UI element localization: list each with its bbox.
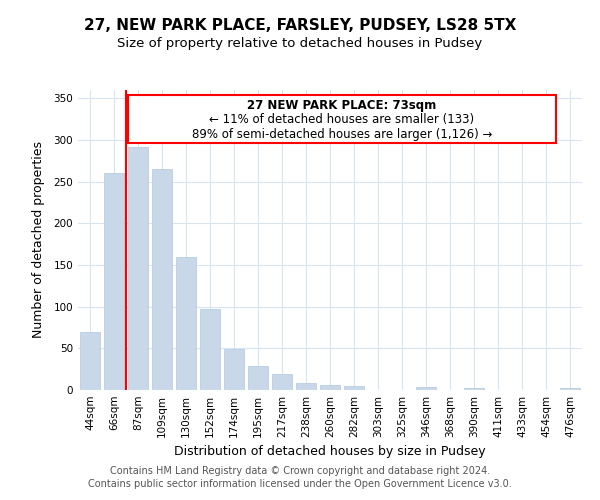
Text: 89% of semi-detached houses are larger (1,126) →: 89% of semi-detached houses are larger (… [192, 128, 492, 140]
Bar [416, 386, 436, 390]
Text: Contains public sector information licensed under the Open Government Licence v3: Contains public sector information licen… [88, 479, 512, 489]
Text: Size of property relative to detached houses in Pudsey: Size of property relative to detached ho… [118, 38, 482, 51]
Bar [80, 332, 100, 390]
FancyBboxPatch shape [128, 95, 556, 144]
Bar [152, 169, 172, 390]
Text: Contains HM Land Registry data © Crown copyright and database right 2024.: Contains HM Land Registry data © Crown c… [110, 466, 490, 476]
Bar [296, 382, 316, 390]
Bar [224, 349, 244, 390]
Bar [272, 374, 292, 390]
Bar [320, 385, 340, 390]
Bar [560, 388, 580, 390]
Text: 27, NEW PARK PLACE, FARSLEY, PUDSEY, LS28 5TX: 27, NEW PARK PLACE, FARSLEY, PUDSEY, LS2… [84, 18, 516, 32]
Bar [344, 386, 364, 390]
Bar [464, 388, 484, 390]
Y-axis label: Number of detached properties: Number of detached properties [32, 142, 45, 338]
Bar [128, 146, 148, 390]
Bar [104, 174, 124, 390]
Text: ← 11% of detached houses are smaller (133): ← 11% of detached houses are smaller (13… [209, 114, 475, 126]
Bar [200, 309, 220, 390]
Bar [248, 366, 268, 390]
Text: 27 NEW PARK PLACE: 73sqm: 27 NEW PARK PLACE: 73sqm [247, 98, 437, 112]
X-axis label: Distribution of detached houses by size in Pudsey: Distribution of detached houses by size … [174, 446, 486, 458]
Bar [176, 256, 196, 390]
